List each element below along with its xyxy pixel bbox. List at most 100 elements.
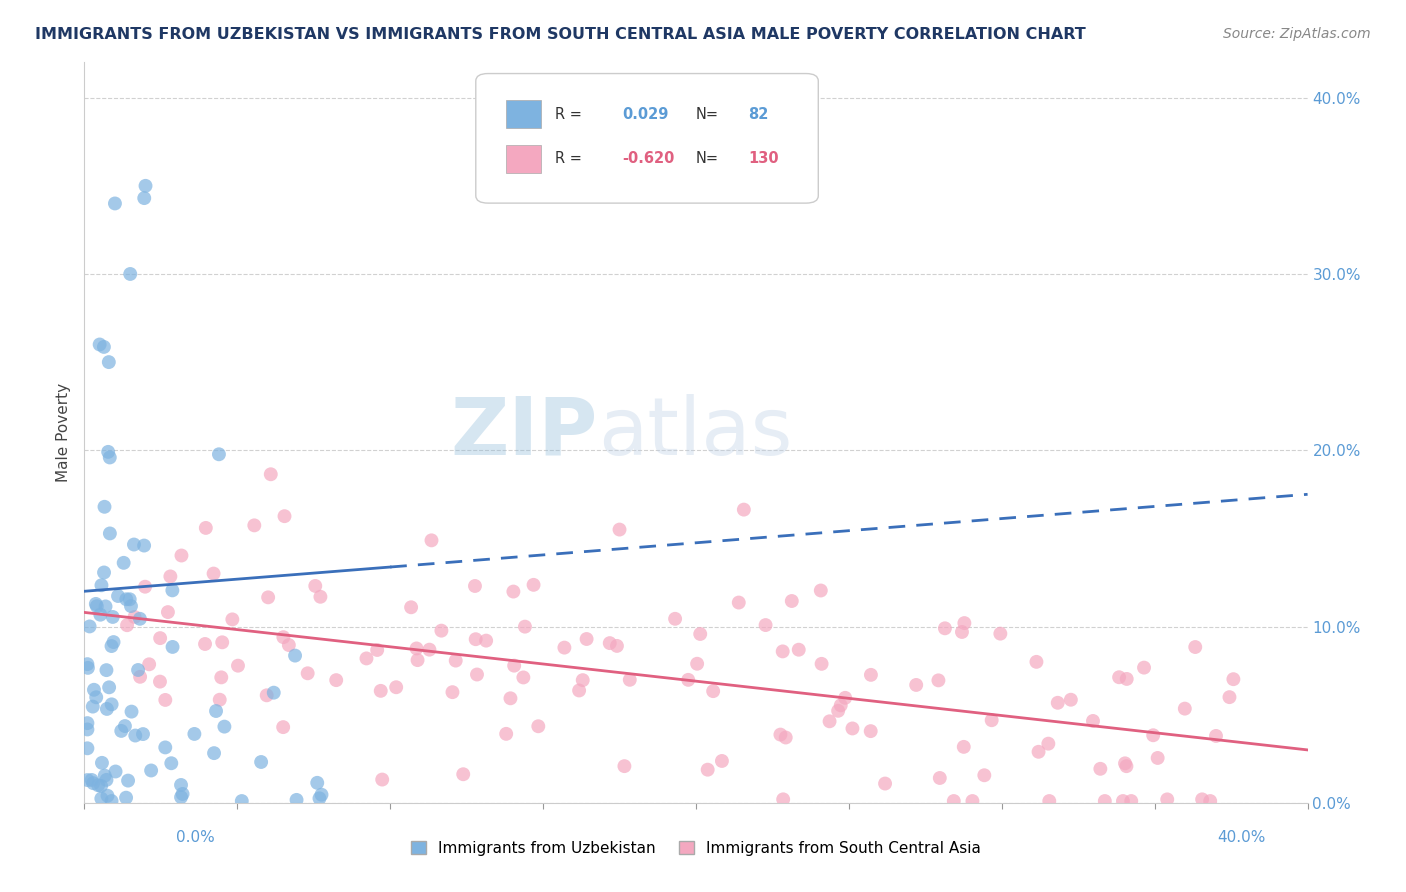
Point [115,592,138,607]
Point [1025,655,1047,669]
Point [208,692,231,706]
Point [464,632,486,647]
Point [170,778,193,792]
Point [606,639,628,653]
Text: atlas: atlas [598,393,793,472]
Point [162,640,184,654]
Point [120,267,142,281]
Point [385,680,408,694]
Point [96,702,118,716]
Text: -0.620: -0.620 [623,151,675,166]
Point [502,584,524,599]
Point [138,657,160,672]
Point [122,537,145,551]
Point [94,599,117,614]
Point [575,632,598,646]
Point [418,642,440,657]
Point [96,772,118,787]
Point [271,720,294,734]
Point [356,651,378,665]
Point [304,579,326,593]
Legend: Immigrants from Uzbekistan, Immigrants from South Central Asia: Immigrants from Uzbekistan, Immigrants f… [405,835,987,862]
Point [818,714,841,729]
Point [124,729,146,743]
Point [156,605,179,619]
Point [93,566,115,580]
Point [451,767,474,781]
Point [76,723,98,737]
Point [257,591,280,605]
Point [499,691,522,706]
Point [135,178,157,193]
Point [905,678,928,692]
Point [91,756,114,770]
Text: IMMIGRANTS FROM UZBEKISTAN VS IMMIGRANTS FROM SOUTH CENTRAL ASIA MALE POVERTY CO: IMMIGRANTS FROM UZBEKISTAN VS IMMIGRANTS… [35,27,1085,42]
Point [80,772,103,787]
Point [780,594,803,608]
Point [775,731,797,745]
Point [256,689,278,703]
Point [129,612,152,626]
Point [1174,701,1197,715]
Point [100,794,122,808]
Point [79,619,101,633]
Point [202,746,225,760]
Point [115,790,138,805]
Point [94,769,117,783]
Point [83,682,105,697]
Point [183,727,205,741]
Point [1090,762,1112,776]
Point [928,771,950,785]
Point [194,521,217,535]
Point [226,658,249,673]
Point [366,643,388,657]
Point [87,778,110,792]
Text: 0.029: 0.029 [623,107,669,122]
Point [172,787,194,801]
Point [115,618,138,632]
Point [90,578,112,592]
Point [90,791,112,805]
Point [132,539,155,553]
Point [406,653,429,667]
Point [1046,696,1069,710]
Point [97,355,120,369]
Point [97,445,120,459]
Point [1081,714,1104,728]
Point [129,670,152,684]
Point [155,740,177,755]
Point [104,764,127,779]
Point [273,630,295,644]
Text: N=: N= [696,107,718,122]
Point [285,793,308,807]
Point [772,644,794,658]
Point [810,657,832,671]
Point [118,592,141,607]
Point [134,580,156,594]
Point [664,612,686,626]
Point [830,698,852,713]
Point [308,791,330,805]
Point [101,610,124,624]
Point [599,636,621,650]
Point [371,772,394,787]
Point [98,450,121,465]
Point [834,690,856,705]
Point [260,467,283,482]
Point [755,618,778,632]
Point [1133,660,1156,674]
Point [273,509,295,524]
Point [1094,794,1116,808]
Point [139,764,162,778]
Point [96,789,118,803]
Point [1115,759,1137,773]
Point [149,674,172,689]
Point [202,566,225,581]
Point [93,500,115,514]
Point [465,667,488,681]
Point [155,693,177,707]
Point [370,683,392,698]
Point [513,620,536,634]
Point [309,590,332,604]
Point [927,673,949,688]
